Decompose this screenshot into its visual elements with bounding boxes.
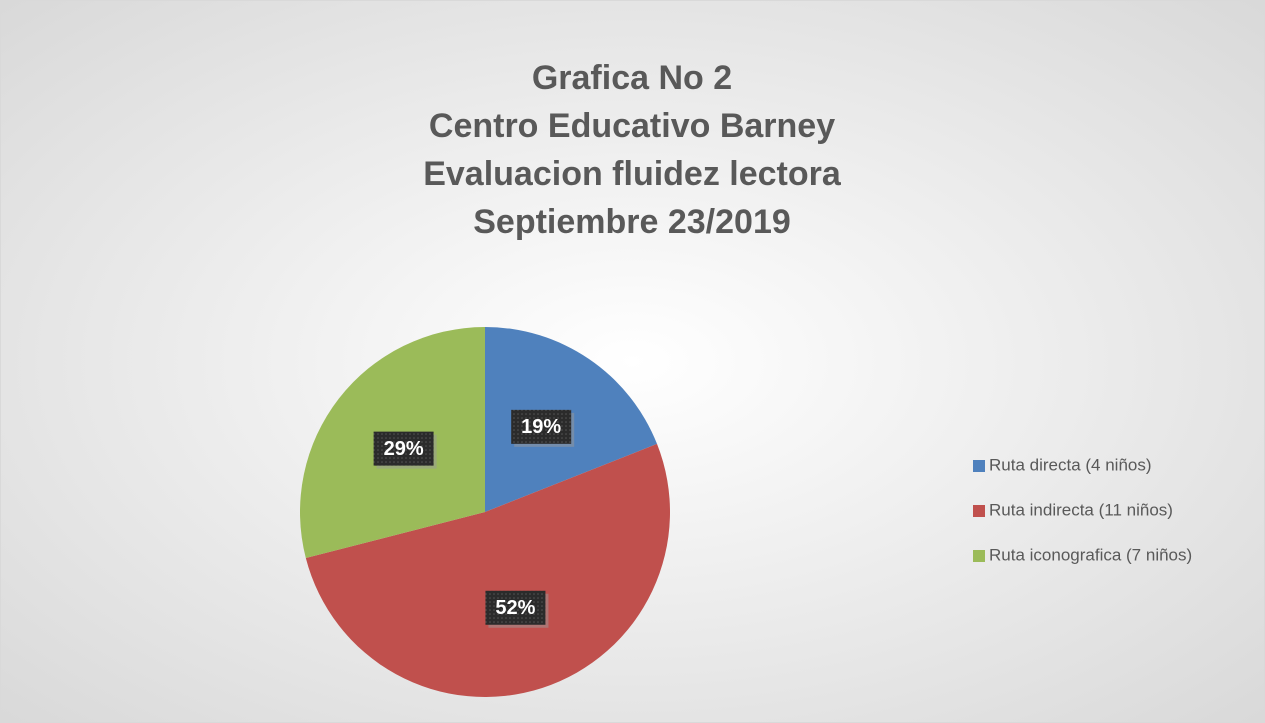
chart-title: Centro Educativo Barney xyxy=(429,107,835,145)
chart-title: Evaluacion fluidez lectora xyxy=(423,155,842,193)
data-label: 29% xyxy=(384,438,424,460)
legend-swatch xyxy=(973,460,985,472)
label-box xyxy=(373,431,434,466)
legend-swatch xyxy=(973,505,985,517)
legend-label: Ruta directa (4 niños) xyxy=(989,455,1152,474)
chart-title: Grafica No 2 xyxy=(532,59,732,97)
data-label: 19% xyxy=(521,416,561,438)
label-box xyxy=(511,409,572,444)
pie-slice xyxy=(305,443,670,697)
label-box xyxy=(485,590,546,625)
legend-swatch xyxy=(973,550,985,562)
legend-label: Ruta indirecta (11 niños) xyxy=(989,500,1173,519)
chart-title: Septiembre 23/2019 xyxy=(473,203,791,241)
data-label: 52% xyxy=(495,597,535,619)
legend-label: Ruta iconografica (7 niños) xyxy=(989,545,1192,564)
